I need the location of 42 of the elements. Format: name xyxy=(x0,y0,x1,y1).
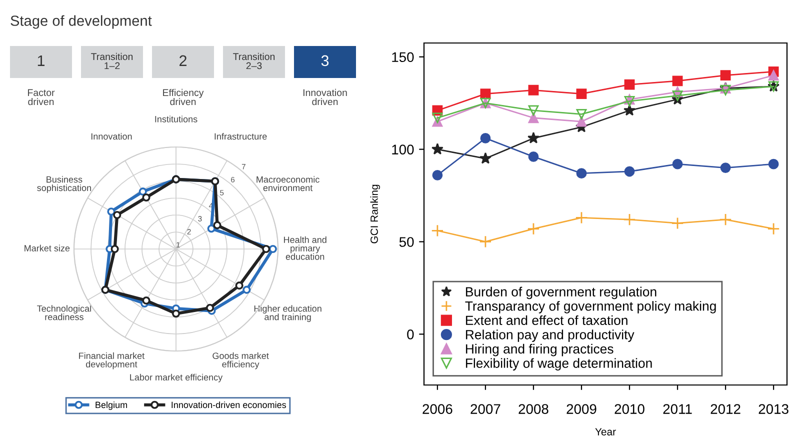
spoke-label: Business sophistication xyxy=(37,176,91,193)
x-tick-label: 2006 xyxy=(422,404,452,414)
spoke-label: Financial market development xyxy=(79,352,145,370)
legend-label: Hiring and firing practices xyxy=(466,344,614,356)
legend-label: Belgium xyxy=(96,401,127,410)
legend-label: Burden of government regulation xyxy=(466,286,656,300)
category-label: Transition 2–3 xyxy=(233,52,275,70)
text: Factor driven xyxy=(28,89,55,106)
x-tick-label: 2012 xyxy=(710,404,740,414)
spoke-label: Higher education and training xyxy=(254,305,322,322)
x-tick-label: 2008 xyxy=(518,404,548,414)
spoke-label: Innovation xyxy=(91,133,132,140)
legend-label: Transparancy of government policy making xyxy=(465,301,716,314)
spoke-label: Labor market efficiency xyxy=(130,374,223,382)
text: Innovation driven xyxy=(303,88,347,106)
category-label: 3 xyxy=(321,55,329,66)
y-tick-label: 100 xyxy=(392,144,414,154)
x-tick-label: 2010 xyxy=(614,404,644,414)
legend-label: Extent and effect of taxation xyxy=(466,315,628,326)
legend-label: Relation pay and productivity xyxy=(466,330,634,342)
category-label: Transition 1–2 xyxy=(91,52,133,70)
x-tick-label: 2009 xyxy=(566,404,596,414)
y-axis-title: GCI Ranking xyxy=(370,184,380,244)
spoke-label: Technological readiness xyxy=(37,305,91,320)
spoke-label: Infrastructure xyxy=(214,133,267,140)
y-tick-label: 0 xyxy=(407,329,414,340)
x-tick-label: 2011 xyxy=(663,404,692,414)
spoke-label: Market size xyxy=(24,244,70,252)
spoke-label: Goods market efficiency xyxy=(212,352,269,370)
x-tick-label: 2013 xyxy=(758,404,788,414)
spoke-label: Institutions xyxy=(155,116,198,122)
text: Efficiency driven xyxy=(163,88,204,106)
y-tick-label: 50 xyxy=(399,237,414,247)
spoke-label: Health and primary education xyxy=(284,236,326,260)
spoke-label: Macroeconomic environment xyxy=(256,176,320,192)
legend-label: Flexibility of wage determination xyxy=(466,358,652,370)
x-axis-title: Year xyxy=(595,428,616,436)
y-tick-label: 150 xyxy=(392,52,414,62)
x-tick-label: 2007 xyxy=(470,404,500,414)
text: Stage of development xyxy=(10,15,152,29)
legend-label: Innovation-driven economies xyxy=(172,401,286,408)
category-label: 1 xyxy=(38,55,45,66)
